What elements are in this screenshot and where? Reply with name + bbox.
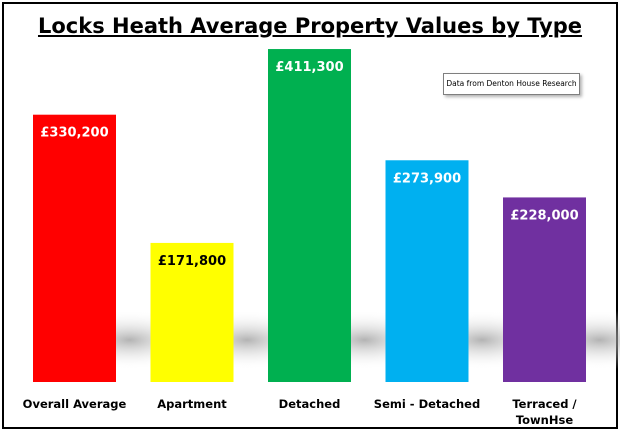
- data-label: £330,200: [40, 126, 108, 141]
- bar-overall-average: [33, 114, 116, 382]
- data-label: £411,300: [275, 60, 343, 75]
- data-label: £273,900: [393, 171, 461, 186]
- category-label: Apartment: [157, 397, 227, 411]
- bar-semi-detached: [385, 160, 469, 382]
- bar-detached: [268, 49, 351, 383]
- category-label: Overall Average: [22, 397, 127, 411]
- category-label: Detached: [278, 397, 341, 411]
- category-label: Semi - Detached: [373, 397, 481, 411]
- bar-terraced-townhse: [503, 197, 586, 382]
- bar-apartment: [150, 242, 234, 382]
- source-annotation: Data from Denton House Research: [443, 73, 580, 95]
- category-label: Terraced / TownHse: [512, 397, 577, 427]
- data-label: £171,800: [158, 254, 226, 269]
- chart-title: Locks Heath Average Property Values by T…: [37, 14, 583, 38]
- data-label: £228,000: [510, 208, 578, 223]
